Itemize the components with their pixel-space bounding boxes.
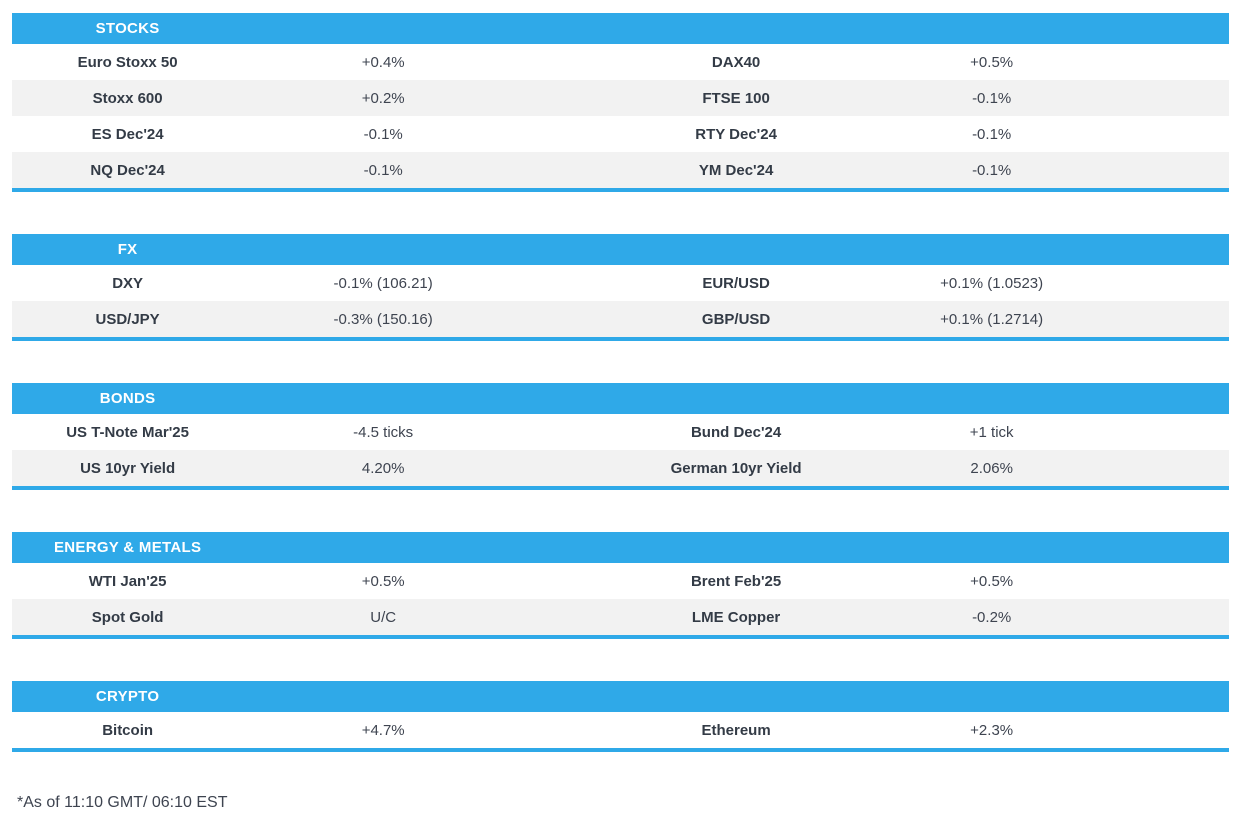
section-stocks: STOCKS Euro Stoxx 50 +0.4% DAX40 +0.5% Stoxx …: [12, 13, 1229, 192]
section-header-bar: CRYPTO: [12, 681, 1229, 712]
instrument-value-cell: +0.5%: [361, 572, 405, 590]
table-row: NQ Dec'24 -0.1% YM Dec'24 -0.1%: [12, 152, 1229, 188]
instrument-name-cell: Bitcoin: [102, 721, 154, 739]
instrument-name-cell: DXY: [112, 274, 144, 292]
instrument-value-cell: -0.1%: [363, 125, 403, 143]
instrument-name-cell: ES Dec'24: [91, 125, 164, 143]
instrument-value-cell: +2.3%: [970, 721, 1014, 739]
table-row: ES Dec'24 -0.1% RTY Dec'24 -0.1%: [12, 116, 1229, 152]
instrument-value-cell: 2.06%: [970, 459, 1013, 477]
instrument-value-cell: 4.20%: [361, 459, 405, 477]
instrument-value-cell: +0.1% (1.0523): [940, 274, 1044, 292]
section-header-bar: FX: [12, 234, 1229, 265]
instrument-name-cell: Ethereum: [701, 721, 771, 739]
section-title: ENERGY & METALS: [53, 539, 202, 556]
instrument-value-cell: +1 tick: [969, 423, 1014, 441]
section-header-bar: ENERGY & METALS: [12, 532, 1229, 563]
instrument-value-cell: +4.7%: [361, 721, 405, 739]
table-row: WTI Jan'25 +0.5% Brent Feb'25 +0.5%: [12, 563, 1229, 599]
instrument-value-cell: -0.1%: [972, 89, 1012, 107]
instrument-value-cell: +0.5%: [970, 53, 1014, 71]
instrument-name-cell: EUR/USD: [702, 274, 770, 292]
instrument-value-cell: U/C: [370, 608, 397, 626]
section-crypto: CRYPTO Bitcoin +4.7% Ethereum +2.3%: [12, 681, 1229, 752]
instrument-value-cell: -0.1%: [972, 125, 1012, 143]
instrument-value-cell: -0.1%: [363, 161, 403, 179]
section-title: BONDS: [99, 390, 156, 407]
section-title: CRYPTO: [95, 688, 160, 705]
instrument-name-cell: Euro Stoxx 50: [77, 53, 178, 71]
instrument-name-cell: NQ Dec'24: [90, 161, 165, 179]
instrument-name-cell: YM Dec'24: [698, 161, 774, 179]
instrument-value-cell: +0.5%: [970, 572, 1014, 590]
table-row: Spot Gold U/C LME Copper -0.2%: [12, 599, 1229, 635]
timestamp-footnote: *As of 11:10 GMT/ 06:10 EST: [17, 794, 228, 811]
instrument-name-cell: LME Copper: [691, 608, 781, 626]
market-summary-table: STOCKS Euro Stoxx 50 +0.4% DAX40 +0.5% Stoxx …: [12, 13, 1229, 752]
instrument-value-cell: -4.5 ticks: [353, 423, 414, 441]
table-row: Bitcoin +4.7% Ethereum +2.3%: [12, 712, 1229, 748]
section-header-bar: BONDS: [12, 383, 1229, 414]
instrument-name-cell: FTSE 100: [702, 89, 770, 107]
section-bonds: BONDS US T-Note Mar'25 -4.5 ticks Bund Dec'…: [12, 383, 1229, 490]
instrument-name-cell: Bund Dec'24: [690, 423, 782, 441]
instrument-name-cell: WTI Jan'25: [88, 572, 167, 590]
table-row: Euro Stoxx 50 +0.4% DAX40 +0.5%: [12, 44, 1229, 80]
table-row: DXY -0.1% (106.21) EUR/USD +0.1% (1.0523): [12, 265, 1229, 301]
section-title: STOCKS: [95, 20, 160, 37]
section-fx: FX DXY -0.1% (106.21) EUR/USD +0.1% (1.0523)…: [12, 234, 1229, 341]
instrument-name-cell: RTY Dec'24: [695, 125, 777, 143]
table-row: USD/JPY -0.3% (150.16) GBP/USD +0.1% (1.271…: [12, 301, 1229, 337]
section-title: FX: [117, 241, 138, 258]
instrument-name-cell: Brent Feb'25: [690, 572, 782, 590]
instrument-name-cell: USD/JPY: [95, 310, 160, 328]
table-row: US T-Note Mar'25 -4.5 ticks Bund Dec'24 +1 …: [12, 414, 1229, 450]
instrument-name-cell: DAX40: [711, 53, 761, 71]
table-row: US 10yr Yield 4.20% German 10yr Yield 2.06%: [12, 450, 1229, 486]
instrument-name-cell: US T-Note Mar'25: [66, 423, 189, 441]
instrument-name-cell: US 10yr Yield: [80, 459, 176, 477]
instrument-value-cell: -0.1% (106.21): [333, 274, 433, 292]
instrument-value-cell: -0.2%: [972, 608, 1012, 626]
instrument-name-cell: Spot Gold: [91, 608, 164, 626]
instrument-value-cell: -0.3% (150.16): [333, 310, 433, 328]
instrument-name-cell: GBP/USD: [701, 310, 771, 328]
instrument-value-cell: +0.4%: [361, 53, 405, 71]
section-header-bar: STOCKS: [12, 13, 1229, 44]
instrument-value-cell: +0.1% (1.2714): [940, 310, 1044, 328]
instrument-value-cell: -0.1%: [972, 161, 1012, 179]
instrument-name-cell: German 10yr Yield: [670, 459, 802, 477]
table-row: Stoxx 600 +0.2% FTSE 100 -0.1%: [12, 80, 1229, 116]
instrument-value-cell: +0.2%: [361, 89, 405, 107]
section-energy-metals: ENERGY & METALS WTI Jan'25 +0.5% Brent Feb'…: [12, 532, 1229, 639]
instrument-name-cell: Stoxx 600: [92, 89, 163, 107]
